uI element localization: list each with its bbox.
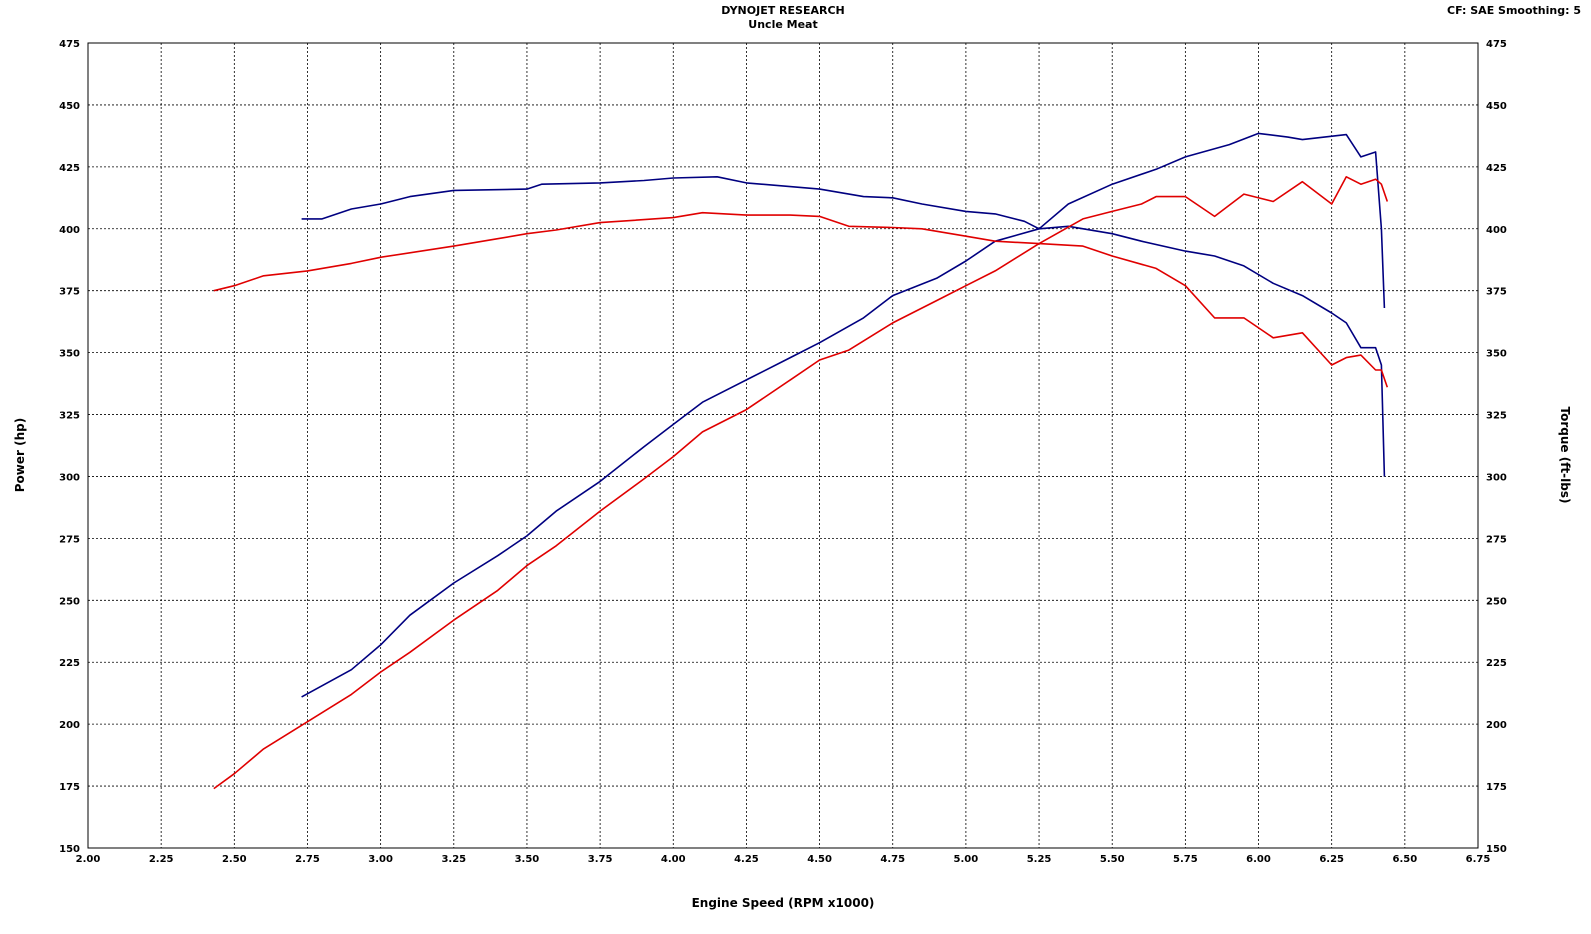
y-right-tick-label: 250 [1486, 596, 1507, 607]
y-left-tick-label: 325 [59, 411, 80, 422]
y-left-tick-label: 425 [59, 163, 80, 174]
plot-area [87, 42, 1479, 849]
y-axis-left-title: Power (hp) [13, 417, 27, 493]
y-right-tick-label: 450 [1486, 101, 1507, 112]
x-tick-label: 6.25 [1319, 854, 1344, 865]
x-tick-label: 5.50 [1100, 854, 1125, 865]
y-left-tick-label: 225 [59, 658, 80, 669]
chart-title: DYNOJET RESEARCH [721, 4, 845, 17]
y-right-tick-label: 325 [1486, 411, 1507, 422]
y-right-tick-label: 425 [1486, 163, 1507, 174]
x-tick-label: 2.00 [76, 854, 101, 865]
y-left-tick-label: 475 [59, 39, 80, 50]
y-right-tick-label: 150 [1486, 844, 1507, 855]
series-line-4 [213, 211, 1389, 388]
y-right-tick-label: 400 [1486, 225, 1507, 236]
x-tick-label: 5.00 [954, 854, 979, 865]
y-left-tick-label: 450 [59, 101, 80, 112]
series-line-1 [301, 132, 1386, 698]
y-right-tick-label: 375 [1486, 287, 1507, 298]
x-tick-label: 2.75 [295, 854, 320, 865]
y-left-tick-label: 350 [59, 349, 80, 360]
y-right-tick-label: 275 [1486, 534, 1507, 545]
x-tick-label: 4.50 [807, 854, 832, 865]
y-axis-right-title: Torque (ft-lbs) [1558, 406, 1572, 504]
correction-factor-label: CF: SAE Smoothing: 5 [1447, 4, 1581, 17]
x-tick-label: 2.50 [222, 854, 247, 865]
x-tick-label: 2.25 [149, 854, 174, 865]
x-tick-label: 3.25 [441, 854, 466, 865]
series-line-2 [301, 176, 1386, 477]
x-tick-label: 3.00 [368, 854, 393, 865]
y-left-tick-label: 250 [59, 596, 80, 607]
series-line-3 [213, 176, 1389, 790]
x-axis-title: Engine Speed (RPM x1000) [691, 896, 875, 910]
y-left-tick-label: 375 [59, 287, 80, 298]
y-left-tick-label: 200 [59, 720, 80, 731]
y-left-tick-label: 150 [59, 844, 80, 855]
x-tick-label: 4.75 [880, 854, 905, 865]
x-tick-label: 3.75 [588, 854, 613, 865]
x-tick-label: 3.50 [515, 854, 540, 865]
x-tick-label: 5.75 [1173, 854, 1198, 865]
y-right-tick-label: 175 [1486, 782, 1507, 793]
y-right-tick-label: 300 [1486, 472, 1507, 483]
x-tick-label: 5.25 [1027, 854, 1052, 865]
y-right-tick-label: 475 [1486, 39, 1507, 50]
x-tick-label: 6.00 [1246, 854, 1271, 865]
y-left-tick-label: 275 [59, 534, 80, 545]
chart-subtitle: Uncle Meat [748, 18, 818, 31]
x-tick-label: 6.50 [1392, 854, 1417, 865]
y-left-tick-label: 300 [59, 472, 80, 483]
y-left-tick-label: 400 [59, 225, 80, 236]
y-right-tick-label: 350 [1486, 349, 1507, 360]
x-tick-label: 4.00 [661, 854, 686, 865]
x-tick-label: 6.75 [1466, 854, 1491, 865]
y-right-tick-label: 200 [1486, 720, 1507, 731]
y-left-tick-label: 175 [59, 782, 80, 793]
y-right-tick-label: 225 [1486, 658, 1507, 669]
x-tick-label: 4.25 [734, 854, 759, 865]
